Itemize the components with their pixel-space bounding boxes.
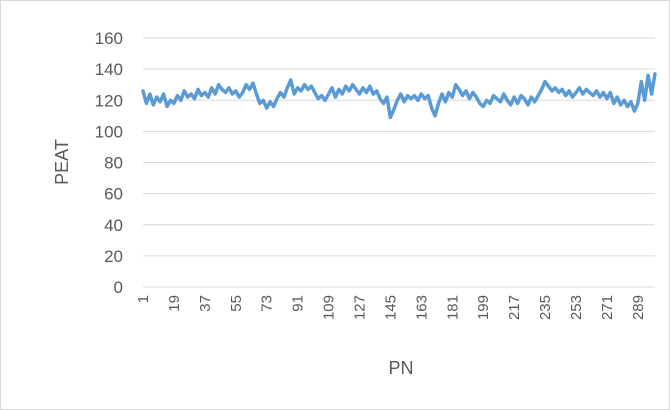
y-tick-label: 60: [104, 185, 123, 204]
y-tick-label: 160: [95, 29, 123, 48]
x-tick-label: 127: [351, 295, 368, 320]
y-tick-label: 0: [114, 278, 123, 297]
x-tick-label: 289: [630, 295, 647, 320]
x-tick-label: 217: [506, 295, 523, 320]
y-tick-label: 100: [95, 122, 123, 141]
y-tick-label: 120: [95, 91, 123, 110]
x-tick-label: 163: [413, 295, 430, 320]
gridlines: [143, 37, 655, 257]
x-tick-label: 91: [290, 295, 307, 312]
x-tick-label: 19: [166, 295, 183, 312]
x-tick-label: 55: [228, 295, 245, 312]
y-tick-label: 80: [104, 154, 123, 173]
y-tick-label: 20: [104, 247, 123, 266]
series-line: [141, 72, 657, 120]
x-tick-label: 181: [444, 295, 461, 320]
x-tick-label: 73: [259, 295, 276, 312]
x-tick-label: 37: [197, 295, 214, 312]
x-tick-label: 253: [568, 295, 585, 320]
x-tick-label: 235: [537, 295, 554, 320]
x-tick-label: 199: [475, 295, 492, 320]
y-axis-title: PEAT: [52, 139, 72, 185]
x-axis-title: PN: [388, 358, 413, 378]
x-tick-label: 1: [135, 295, 152, 303]
y-tick-label: 140: [95, 60, 123, 79]
x-tick-label: 109: [321, 295, 338, 320]
x-tick-label: 271: [599, 295, 616, 320]
y-axis-tick-labels: 0 20 40 60 80 100 120 140 160: [95, 29, 123, 297]
y-tick-label: 40: [104, 216, 123, 235]
x-axis-tick-labels: 1 19 37 55 73 91 109 127 145 163 181 199 217 235 253 27…: [135, 295, 647, 320]
x-tick-label: 145: [382, 295, 399, 320]
